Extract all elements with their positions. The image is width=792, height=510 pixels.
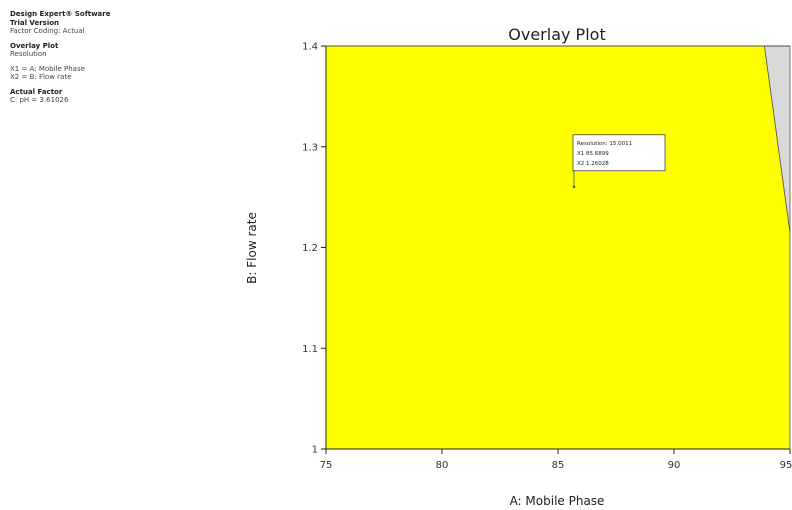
x2-definition: X2 = B: Flow rate — [10, 73, 72, 81]
y-tick-label: 1.1 — [302, 344, 318, 355]
y-tick-label: 1.4 — [302, 42, 318, 53]
x-tick-label: 75 — [320, 460, 333, 471]
info-panel: Design Expert® Software Trial Version Fa… — [10, 10, 180, 105]
software-name: Design Expert® Software — [10, 10, 111, 18]
chart-title: Overlay Plot — [508, 25, 605, 44]
flag-line: X2 1.26028 — [577, 161, 609, 167]
region-design-space — [325, 45, 791, 450]
factor-coding: Factor Coding: Actual — [10, 27, 85, 35]
x-axis-title: A: Mobile Phase — [510, 494, 605, 508]
flag-line: X1 85.6899 — [577, 151, 609, 157]
point-flag: Resolution: 15.0011 X1 85.6899 X2 1.26028 — [572, 134, 666, 189]
x-tick-label: 90 — [668, 460, 681, 471]
y-axis-title: B: Flow rate — [245, 212, 259, 284]
actual-factor-heading: Actual Factor — [10, 87, 63, 96]
flag-line: Resolution: 15.0011 — [577, 141, 632, 147]
x-tick-label: 95 — [780, 460, 792, 471]
flag-box — [572, 134, 666, 172]
plot-axes: 75 80 85 90 95 1 1.1 1.2 1.3 1.4 — [302, 42, 792, 472]
y-tick-label: 1 — [312, 445, 318, 456]
y-tick-label: 1.2 — [302, 243, 318, 254]
actual-factor-value: C: pH = 3.61026 — [10, 96, 69, 104]
flag-point — [572, 185, 576, 189]
plot-response: Resolution — [10, 50, 47, 58]
software-version: Trial Version — [10, 18, 60, 27]
x1-definition: X1 = A: Mobile Phase — [10, 64, 85, 73]
x-tick-label: 80 — [436, 460, 449, 471]
x-tick-label: 85 — [552, 460, 565, 471]
plot-regions — [325, 45, 791, 450]
y-tick-label: 1.3 — [302, 142, 318, 153]
plot-type-heading: Overlay Plot — [10, 41, 59, 50]
